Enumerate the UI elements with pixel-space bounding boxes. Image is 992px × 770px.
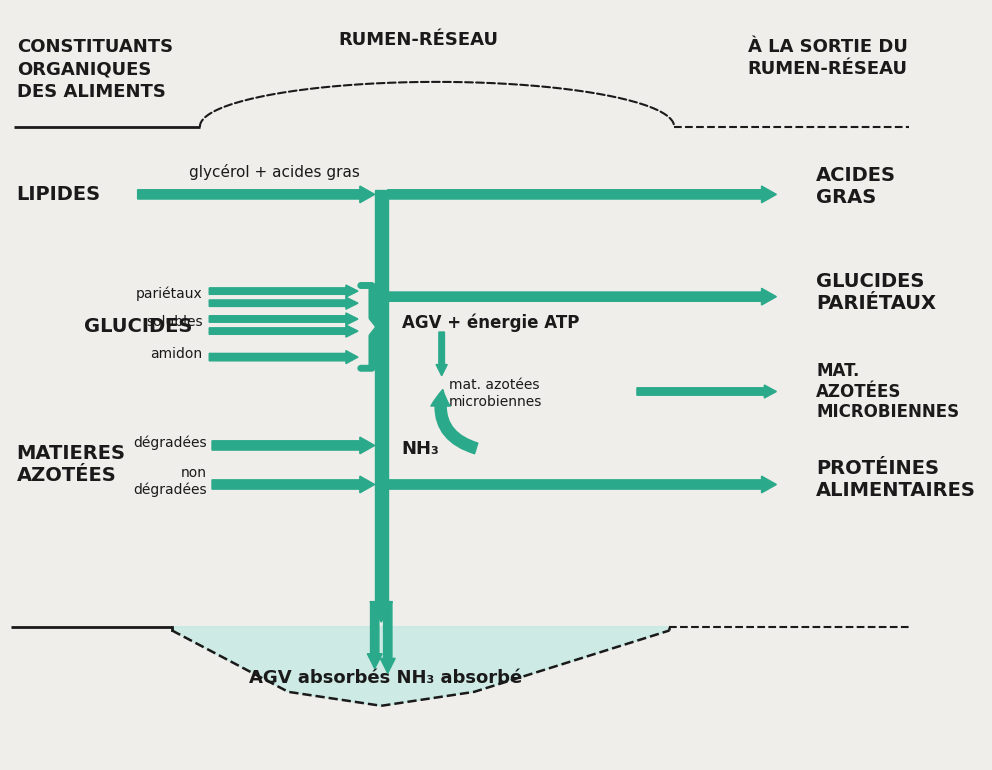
- Text: RUMEN-RÉSEAU: RUMEN-RÉSEAU: [338, 31, 498, 49]
- FancyArrow shape: [138, 186, 375, 203]
- FancyArrow shape: [209, 297, 358, 310]
- Bar: [375, 189, 388, 604]
- FancyArrowPatch shape: [431, 390, 478, 454]
- Text: MATIERES
AZOTÉES: MATIERES AZOTÉES: [17, 444, 126, 485]
- FancyArrow shape: [388, 476, 777, 493]
- Text: non
dégradées: non dégradées: [133, 467, 206, 497]
- FancyArrow shape: [436, 332, 447, 376]
- Text: GLUCIDES
PARIÉTAUX: GLUCIDES PARIÉTAUX: [816, 272, 936, 313]
- FancyArrow shape: [367, 601, 382, 668]
- Text: glycérol + acides gras: glycérol + acides gras: [188, 163, 360, 179]
- Text: PROTÉINES
ALIMENTAIRES: PROTÉINES ALIMENTAIRES: [816, 460, 976, 501]
- Text: pariétaux: pariétaux: [136, 286, 202, 301]
- FancyArrow shape: [209, 350, 358, 363]
- FancyArrow shape: [370, 601, 393, 622]
- Text: AGV + énergie ATP: AGV + énergie ATP: [402, 313, 579, 332]
- Text: NH₃: NH₃: [402, 440, 439, 458]
- FancyArrow shape: [212, 476, 375, 493]
- Text: mat. azotées
microbiennes: mat. azotées microbiennes: [449, 379, 543, 409]
- FancyArrow shape: [209, 325, 358, 337]
- FancyArrow shape: [380, 601, 395, 673]
- Text: LIPIDES: LIPIDES: [17, 185, 101, 204]
- FancyArrow shape: [388, 288, 777, 305]
- Text: MAT.
AZOTÉES
MICROBIENNES: MAT. AZOTÉES MICROBIENNES: [816, 362, 959, 421]
- FancyArrow shape: [209, 285, 358, 297]
- Text: ACIDES
GRAS: ACIDES GRAS: [816, 166, 897, 207]
- Polygon shape: [172, 627, 670, 706]
- Text: GLUCIDES: GLUCIDES: [83, 317, 192, 336]
- FancyArrow shape: [212, 437, 375, 454]
- Text: CONSTITUANTS
ORGANIQUES
DES ALIMENTS: CONSTITUANTS ORGANIQUES DES ALIMENTS: [17, 38, 173, 101]
- FancyArrow shape: [388, 186, 777, 203]
- FancyArrow shape: [637, 385, 777, 398]
- Text: solubles: solubles: [146, 315, 202, 329]
- Text: dégradées: dégradées: [133, 435, 206, 450]
- Text: amidon: amidon: [151, 347, 202, 361]
- FancyArrow shape: [209, 313, 358, 325]
- Text: À LA SORTIE DU
RUMEN-RÉSEAU: À LA SORTIE DU RUMEN-RÉSEAU: [748, 38, 908, 79]
- Text: AGV absorbés NH₃ absorbé: AGV absorbés NH₃ absorbé: [249, 669, 523, 687]
